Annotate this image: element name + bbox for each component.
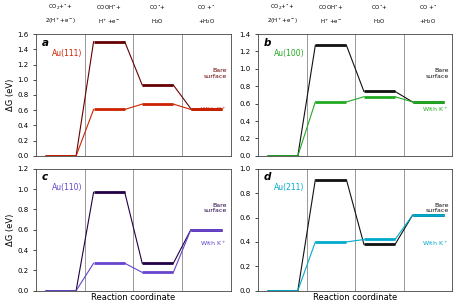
Text: With K$^+$: With K$^+$ <box>200 240 227 248</box>
Text: b: b <box>264 38 271 48</box>
Text: c: c <box>42 172 48 183</box>
Text: d: d <box>264 172 271 183</box>
Y-axis label: ΔG (eV): ΔG (eV) <box>5 213 15 246</box>
X-axis label: Reaction coordinate: Reaction coordinate <box>91 294 175 302</box>
Text: Bare
surface: Bare surface <box>204 68 227 79</box>
Text: With K$^+$: With K$^+$ <box>422 105 448 114</box>
Text: COOH$^{\bullet}$+: COOH$^{\bullet}$+ <box>318 4 344 12</box>
Text: Bare
surface: Bare surface <box>425 68 448 79</box>
Text: CO$_2$+$^{\bullet}$+: CO$_2$+$^{\bullet}$+ <box>49 3 73 12</box>
Text: 2(H$^+$+e$^-$): 2(H$^+$+e$^-$) <box>45 16 76 26</box>
Text: With K$^+$: With K$^+$ <box>422 240 448 248</box>
Text: CO$_2$+$^{\bullet}$+: CO$_2$+$^{\bullet}$+ <box>270 3 294 12</box>
Text: Bare
surface: Bare surface <box>425 203 448 213</box>
Text: CO$^{\bullet}$+: CO$^{\bullet}$+ <box>371 4 388 12</box>
Text: a: a <box>42 38 49 48</box>
Text: Au(110): Au(110) <box>52 184 82 192</box>
Text: Au(111): Au(111) <box>52 49 82 58</box>
Text: H$^+$+e$^-$: H$^+$+e$^-$ <box>320 17 342 26</box>
Text: CO +$^{\bullet}$: CO +$^{\bullet}$ <box>197 4 216 12</box>
Text: COOH$^{\bullet}$+: COOH$^{\bullet}$+ <box>97 4 122 12</box>
Text: H$_2$O: H$_2$O <box>373 17 386 26</box>
Text: H$^+$+e$^-$: H$^+$+e$^-$ <box>98 17 120 26</box>
Text: 2(H$^+$+e$^-$): 2(H$^+$+e$^-$) <box>267 16 298 26</box>
Y-axis label: ΔG (eV): ΔG (eV) <box>5 79 15 111</box>
X-axis label: Reaction coordinate: Reaction coordinate <box>313 294 398 302</box>
Text: Au(211): Au(211) <box>273 184 304 192</box>
Text: Bare
surface: Bare surface <box>204 203 227 213</box>
Text: CO +$^{\bullet}$: CO +$^{\bullet}$ <box>419 4 437 12</box>
Text: CO$^{\bullet}$+: CO$^{\bullet}$+ <box>149 4 166 12</box>
Text: +H$_2$O: +H$_2$O <box>198 17 215 26</box>
Text: +H$_2$O: +H$_2$O <box>420 17 437 26</box>
Text: H$_2$O: H$_2$O <box>152 17 164 26</box>
Text: Au(100): Au(100) <box>273 49 304 58</box>
Text: With K$^+$: With K$^+$ <box>200 105 227 114</box>
